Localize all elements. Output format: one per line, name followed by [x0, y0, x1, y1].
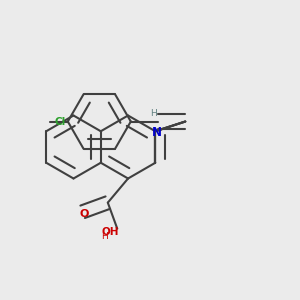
Text: OH: OH	[102, 227, 119, 237]
Text: Cl: Cl	[54, 116, 65, 127]
Text: H: H	[101, 232, 108, 241]
Text: H: H	[150, 109, 157, 118]
Text: N: N	[152, 126, 162, 139]
Text: O: O	[80, 209, 89, 219]
